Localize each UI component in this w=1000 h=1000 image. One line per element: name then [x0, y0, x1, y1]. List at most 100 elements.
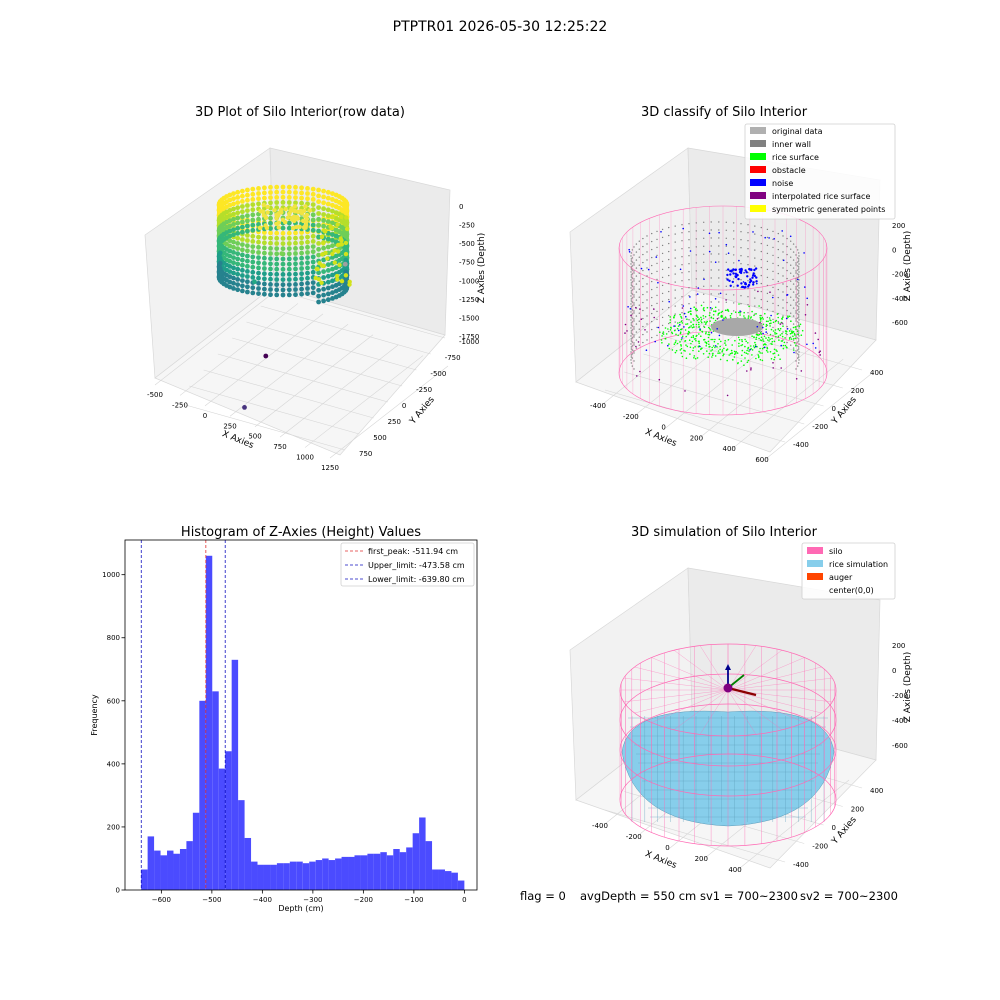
raw-data-point: [321, 292, 326, 298]
cls-rice-surface-point: [686, 318, 688, 321]
cls-inner-wall-point: [725, 277, 727, 279]
hist-bar: [167, 850, 174, 890]
cls-inner-wall-point: [777, 248, 779, 251]
cls-inner-wall-point: [766, 300, 769, 303]
raw-data-point: [265, 210, 270, 215]
cls-noise-point: [729, 273, 732, 276]
hist-bar: [302, 863, 310, 890]
raw-y-gridline: [174, 401, 346, 451]
cls-noise-point: [741, 285, 745, 289]
raw-data-point: [316, 299, 321, 305]
cls-noise-point: [697, 287, 700, 289]
cls-inner-wall-point: [718, 309, 720, 311]
cls-inner-wall-point: [642, 277, 644, 280]
raw-data-point: [335, 277, 340, 282]
cls-rice-surface-point: [687, 311, 690, 314]
cls-rice-surface-point: [761, 347, 764, 350]
cls-inner-wall-point: [790, 328, 792, 330]
cls-noise-point: [749, 348, 751, 351]
raw-data-point: [293, 287, 298, 292]
cls-inner-wall-point: [668, 314, 670, 317]
cls-inner-wall-point: [777, 280, 779, 283]
raw-data-point: [344, 215, 349, 220]
cls-inner-wall-point: [695, 246, 697, 248]
cls-noise-point: [682, 227, 684, 230]
sim-silo-spoke: [673, 689, 729, 730]
cls-inner-wall-point: [703, 317, 705, 319]
cls-inner-wall-point: [638, 312, 640, 314]
hist-legend-label: Lower_limit: -639.80 cm: [368, 575, 465, 584]
raw-data-point: [240, 247, 245, 253]
raw-data-point: [280, 246, 286, 252]
cls-rice-surface-point: [661, 335, 663, 337]
raw-data-point: [321, 245, 326, 251]
cls-rice-surface-point: [712, 338, 714, 341]
cls-rice-surface-point: [700, 304, 703, 307]
cls-rice-surface-point: [755, 333, 758, 336]
raw-3d-grid: [154, 289, 449, 459]
cls-rice-surface-point: [722, 354, 724, 357]
cls-rice-surface-point: [782, 344, 785, 347]
raw-data-point: [310, 264, 316, 270]
cls-inner-wall-point: [790, 344, 792, 346]
raw-data-point: [245, 238, 250, 243]
raw-data-point: [262, 190, 267, 196]
raw-data-point: [321, 286, 326, 292]
cls-noise-point: [710, 331, 713, 334]
raw-data-point: [293, 292, 298, 298]
hist-title: Histogram of Z-Axies (Height) Values: [181, 525, 421, 540]
cls-rice-surface-point: [690, 310, 692, 313]
cls-rice-surface-point: [765, 325, 767, 328]
cls-inner-wall-point: [668, 282, 670, 285]
cls-rice-surface-point: [708, 314, 711, 317]
cls-inner-wall-point: [733, 286, 735, 288]
raw-data-point: [231, 286, 236, 291]
cls-rice-surface-point: [700, 320, 702, 322]
raw-data-point: [310, 186, 316, 192]
cls-rice-surface-point: [710, 338, 712, 341]
raw-data-point: [274, 292, 280, 298]
cls-interpolated-point: [781, 322, 783, 324]
raw-data-point: [299, 185, 304, 191]
cls-inner-wall-point: [740, 223, 742, 225]
cls-rice-surface-point: [795, 326, 797, 328]
cls-rice-surface-point: [794, 337, 797, 340]
cls-inner-wall-point: [651, 288, 653, 291]
cls-rice-surface-point: [723, 347, 725, 350]
raw-data-point: [274, 271, 280, 277]
cls-rice-surface-point: [781, 335, 784, 338]
cls-inner-wall-point: [740, 255, 742, 257]
cls-noise-point: [753, 274, 756, 278]
raw-data-point: [268, 266, 273, 272]
cls-interpolated-point: [658, 378, 661, 381]
cls-inner-wall-point: [718, 221, 720, 223]
cls-inner-wall-point: [635, 347, 638, 349]
cls-rice-surface-point: [738, 342, 740, 345]
cls-inner-wall-point: [782, 331, 784, 333]
classify-3d-zlabel: Z Axies (Depth): [903, 231, 913, 302]
raw-data-point: [268, 246, 273, 251]
cls-rice-surface-point: [778, 329, 781, 332]
cls-inner-wall-point: [725, 301, 727, 303]
cls-rice-surface-point: [708, 327, 711, 330]
sim-y-tick-label: -400: [793, 861, 809, 869]
raw-data-point: [274, 287, 280, 293]
cls-rice-surface-point: [769, 325, 771, 327]
cls-noise-point: [803, 252, 805, 254]
raw-data-point: [330, 197, 335, 202]
cls-legend-label: symmetric generated points: [772, 205, 885, 214]
cls-rice-surface-point: [711, 349, 714, 351]
cls-inner-wall-point: [656, 294, 658, 297]
raw-data-point: [262, 271, 267, 277]
cls-inner-wall-point: [668, 290, 670, 293]
raw-data-point: [299, 240, 304, 246]
cls-inner-wall-point: [795, 312, 797, 314]
cls-rice-surface-point: [714, 355, 717, 357]
cls-legend-label: original data: [772, 127, 823, 136]
sim-legend-swatch: [807, 547, 823, 554]
cls-rice-surface-point: [676, 327, 679, 330]
cls-rice-surface-point: [743, 311, 745, 314]
raw-data-point: [286, 246, 292, 252]
cls-rice-surface-point: [708, 352, 711, 355]
